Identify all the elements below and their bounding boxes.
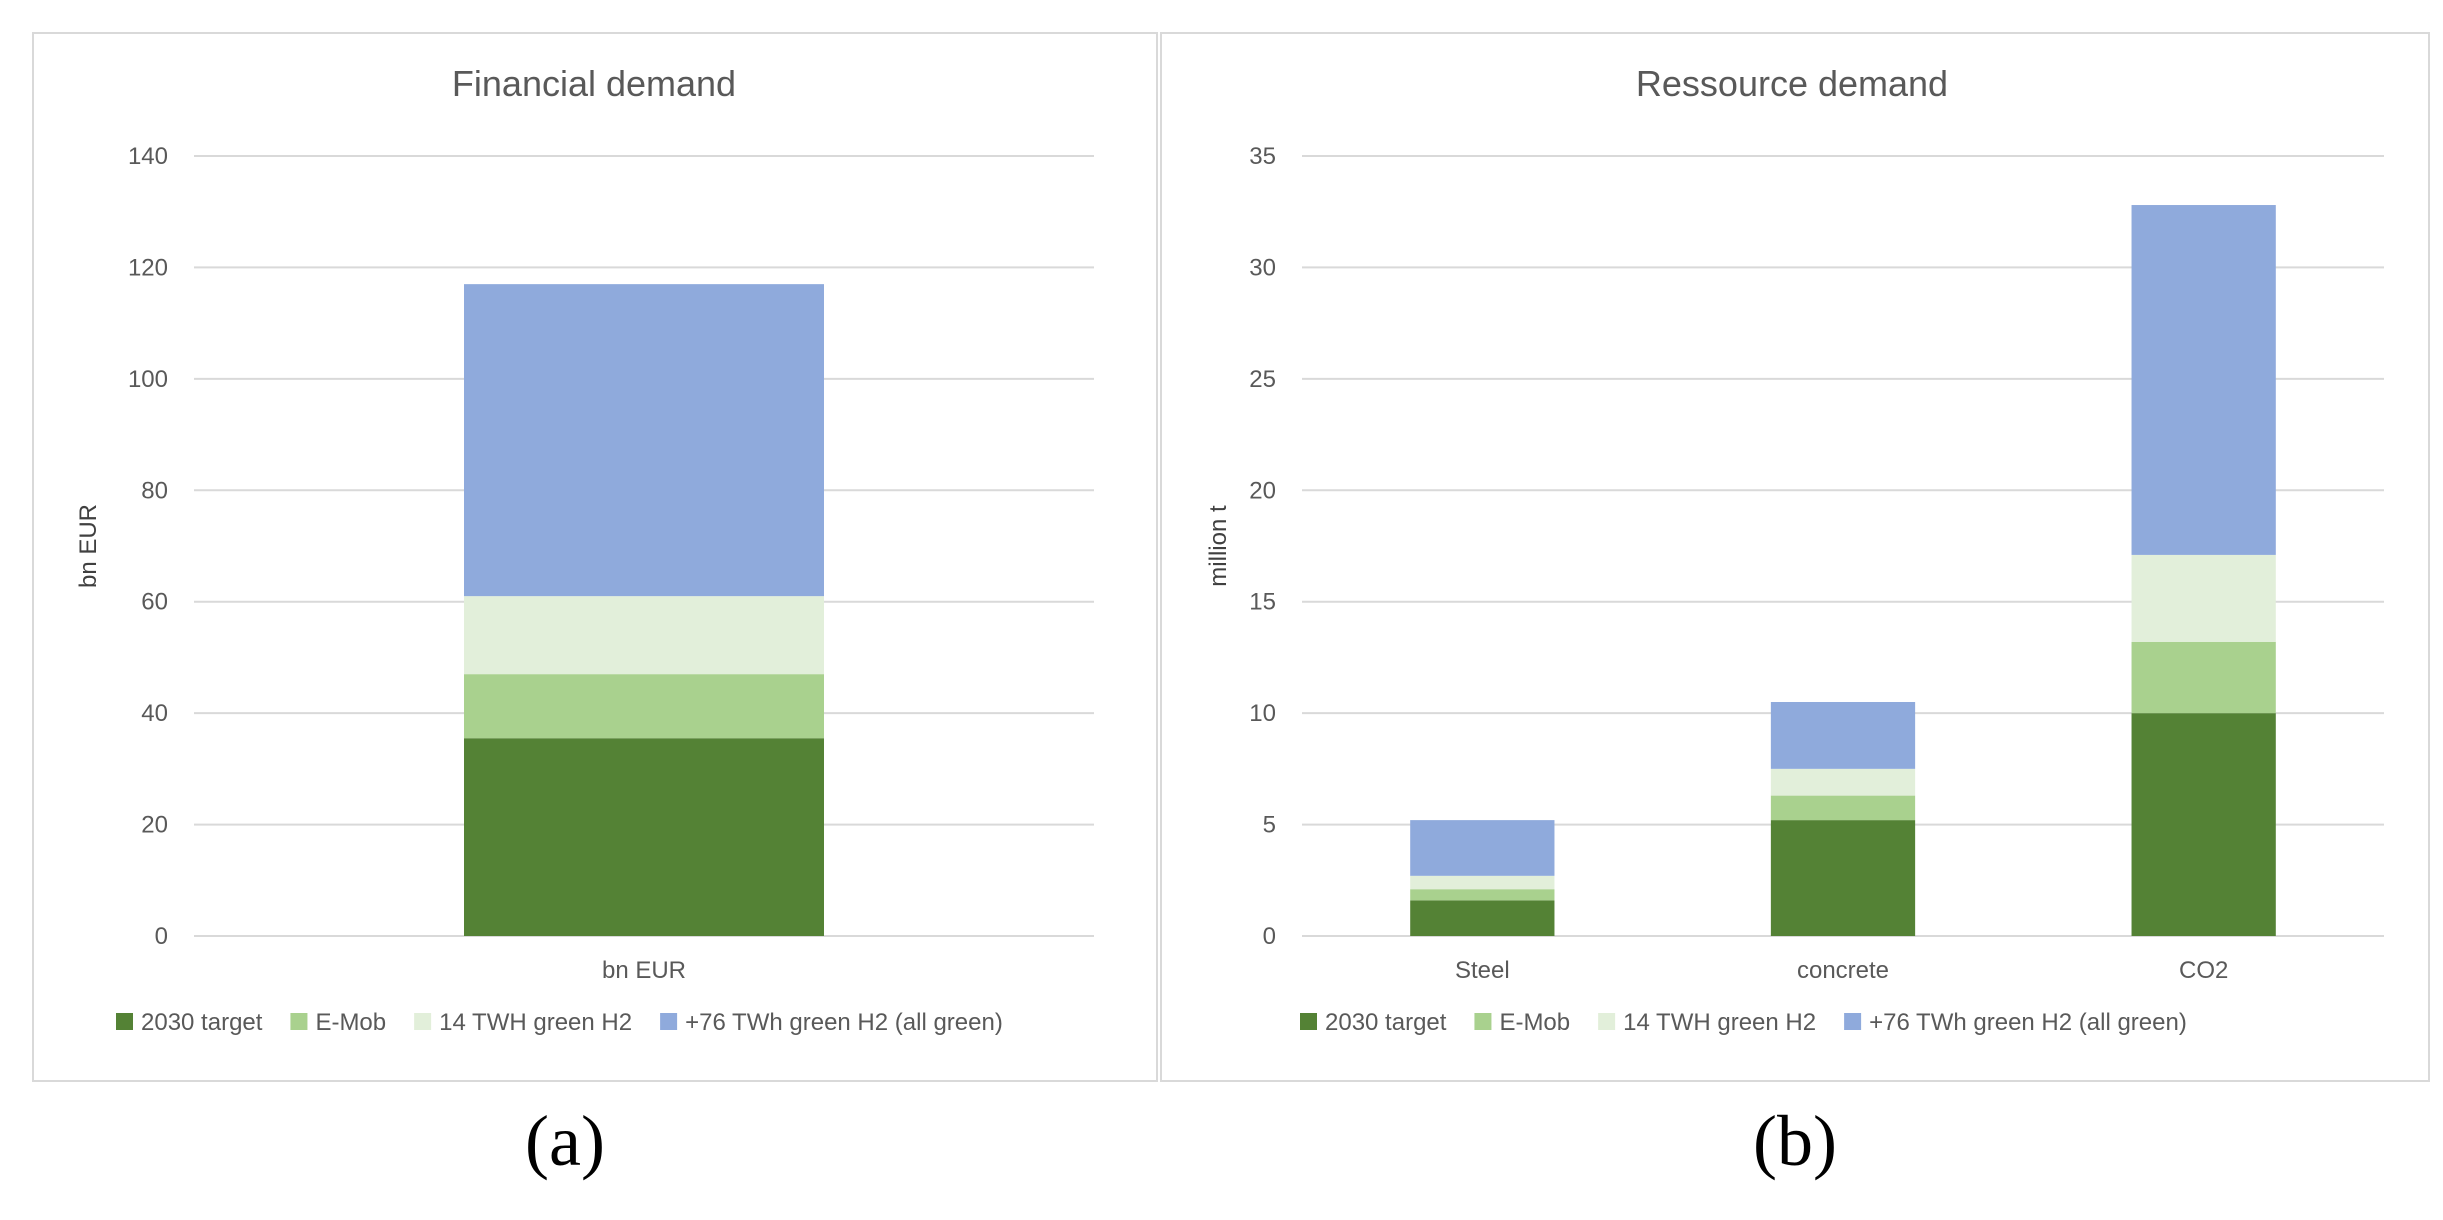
financial-demand-chart-panel: Financial demand 0 20 40 60 80 100 120 140 bn EUR… xyxy=(32,32,1158,1082)
legend-swatch xyxy=(290,1013,308,1030)
legend-swatch xyxy=(116,1013,133,1030)
x-tick-label: CO2 xyxy=(2179,957,2228,984)
legend-swatch xyxy=(1844,1013,1862,1030)
legend-label: E-Mob xyxy=(1499,1009,1570,1036)
bar-segment-concrete-3 xyxy=(1770,702,1916,769)
bar-segment-co2-0 xyxy=(2131,713,2276,936)
resource-demand-chart: Ressource demand 0 5 10 15 20 25 30 35 million t S… xyxy=(1205,63,2384,1036)
legend-label: +76 TWh green H2 (all green) xyxy=(1869,1009,2187,1036)
y-tick-label: 15 xyxy=(1249,589,1276,616)
legend-swatch xyxy=(1598,1013,1616,1030)
y-tick-label: 25 xyxy=(1249,366,1276,393)
y-tick-label: 35 xyxy=(1249,143,1276,170)
legend-label: 2030 target xyxy=(141,1009,263,1036)
y-tick-label: 0 xyxy=(1263,923,1276,950)
y-tick-label: 100 xyxy=(128,366,168,393)
bar-segment-bn-eur-0 xyxy=(464,738,824,936)
y-tick-label: 20 xyxy=(1249,477,1276,504)
bar-segment-bn-eur-1 xyxy=(464,674,824,739)
panel-label-a: (a) xyxy=(525,1101,605,1181)
bar-segment-steel-2 xyxy=(1410,875,1555,890)
chart-title: Ressource demand xyxy=(1636,63,1948,104)
y-tick-label: 0 xyxy=(155,923,168,950)
bar-segment-co2-1 xyxy=(2131,641,2276,714)
y-tick-label: 120 xyxy=(128,254,168,281)
bar-segment-bn-eur-3 xyxy=(464,284,824,597)
bar-segment-bn-eur-2 xyxy=(464,596,824,675)
bar-segment-co2-3 xyxy=(2131,205,2276,555)
legend-swatch xyxy=(1300,1013,1317,1030)
chart-title: Financial demand xyxy=(452,63,736,104)
y-tick-label: 30 xyxy=(1249,254,1276,281)
bar-segment-steel-0 xyxy=(1410,900,1555,936)
financial-demand-chart: Financial demand 0 20 40 60 80 100 120 140 bn EUR… xyxy=(75,63,1094,1036)
legend-swatch xyxy=(1474,1013,1492,1030)
y-tick-label: 5 xyxy=(1263,812,1276,839)
y-tick-label: 80 xyxy=(141,477,168,504)
legend-label: 14 TWH green H2 xyxy=(439,1009,632,1036)
bar-segment-concrete-0 xyxy=(1770,820,1916,936)
y-axis-label: million t xyxy=(1205,505,1232,587)
bar-segment-steel-3 xyxy=(1410,820,1555,876)
legend-label: E-Mob xyxy=(315,1009,386,1036)
y-tick-label: 40 xyxy=(141,700,168,727)
y-tick-label: 20 xyxy=(141,812,168,839)
legend-label: +76 TWh green H2 (all green) xyxy=(685,1009,1003,1036)
bar-segment-steel-1 xyxy=(1410,889,1555,901)
resource-demand-chart-panel: Ressource demand 0 5 10 15 20 25 30 35 million t S… xyxy=(1160,32,2430,1082)
x-tick-label: bn EUR xyxy=(602,957,686,984)
x-tick-label: concrete xyxy=(1797,957,1889,984)
legend-swatch xyxy=(414,1013,432,1030)
y-tick-label: 10 xyxy=(1249,700,1276,727)
y-tick-label: 60 xyxy=(141,589,168,616)
legend-swatch xyxy=(660,1013,678,1030)
bar-segment-concrete-1 xyxy=(1770,795,1916,821)
legend-label: 14 TWH green H2 xyxy=(1623,1009,1816,1036)
legend-label: 2030 target xyxy=(1325,1009,1447,1036)
y-tick-label: 140 xyxy=(128,143,168,170)
bar-segment-concrete-2 xyxy=(1770,768,1916,796)
x-tick-label: Steel xyxy=(1455,957,1510,984)
y-axis-label: bn EUR xyxy=(75,504,102,588)
panel-label-b: (b) xyxy=(1753,1101,1837,1181)
bar-segment-co2-2 xyxy=(2131,554,2276,642)
